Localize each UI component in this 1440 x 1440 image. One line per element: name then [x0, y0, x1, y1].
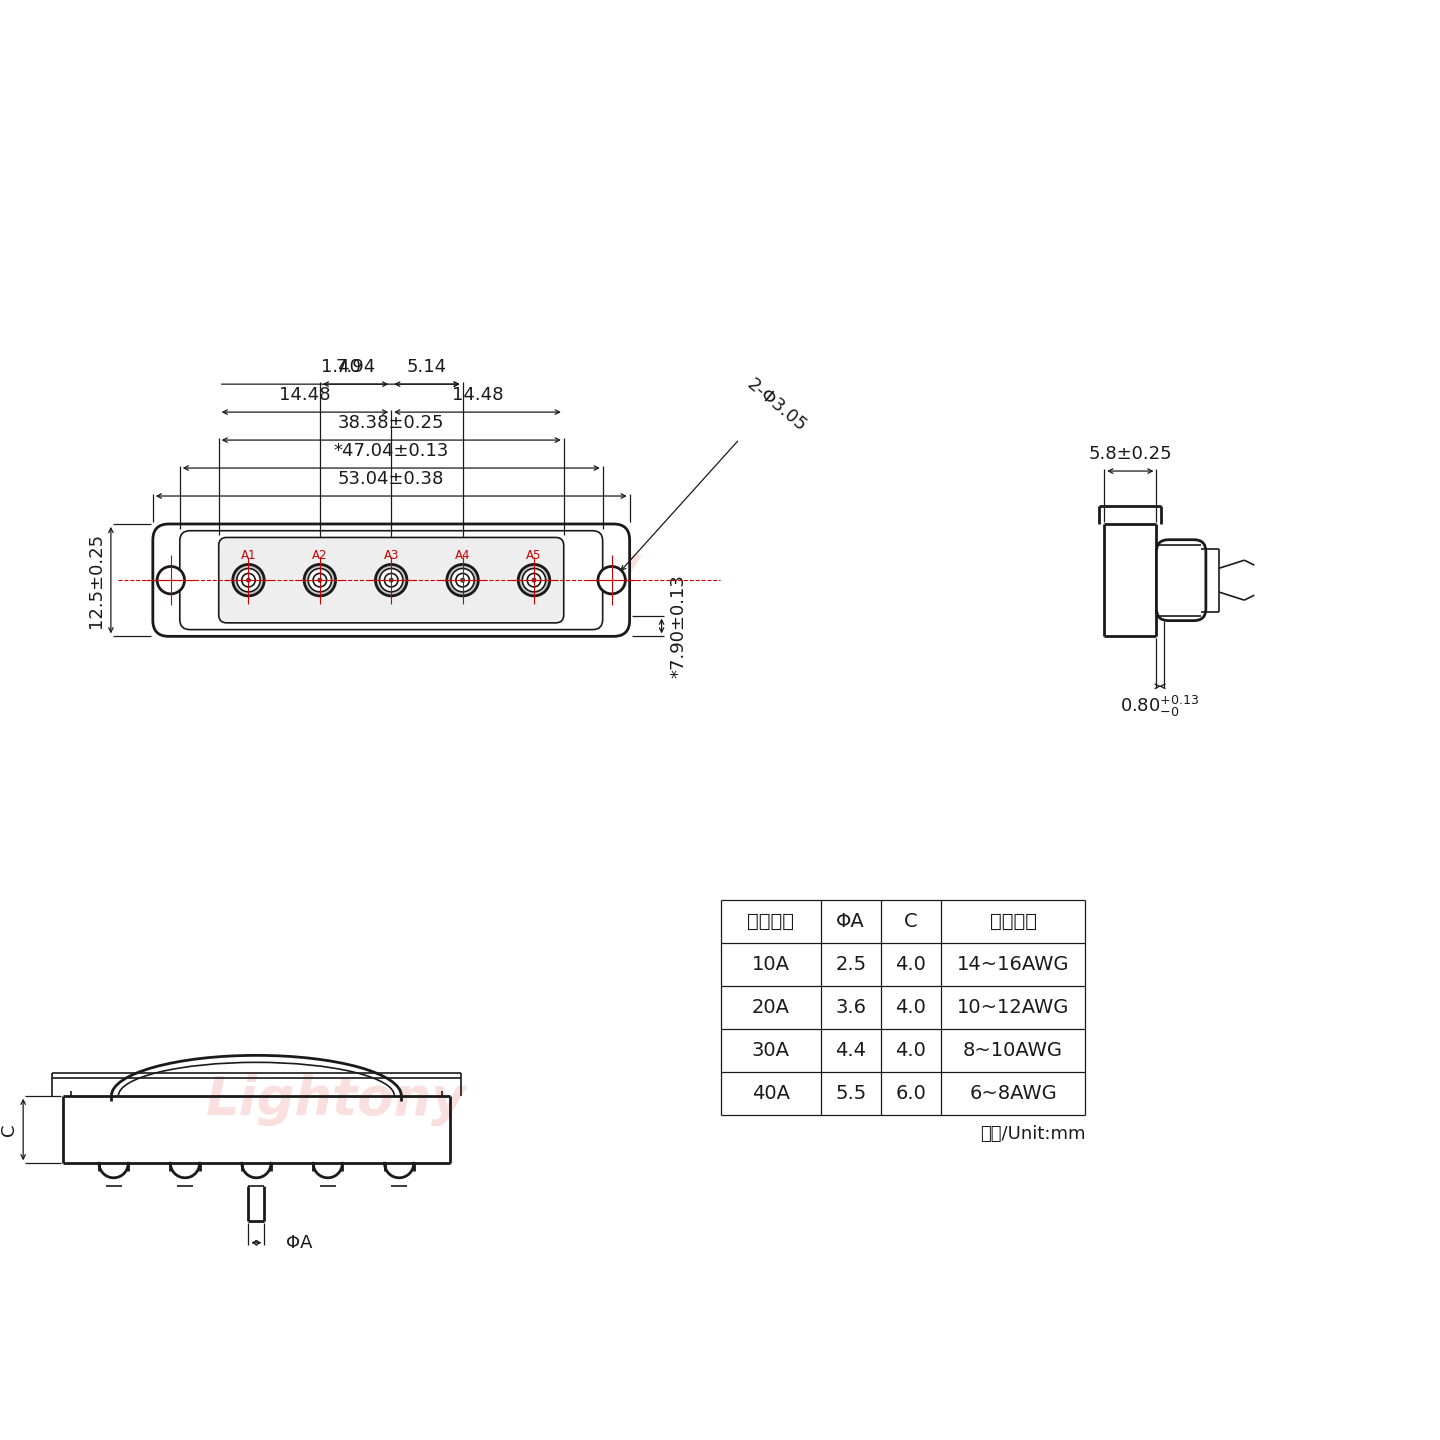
Circle shape: [312, 573, 327, 588]
Text: A1: A1: [240, 550, 256, 563]
Text: 14.48: 14.48: [279, 386, 331, 405]
FancyBboxPatch shape: [1156, 540, 1205, 621]
Text: 4.0: 4.0: [896, 1041, 926, 1060]
Text: 14~16AWG: 14~16AWG: [956, 955, 1070, 973]
Circle shape: [446, 564, 478, 596]
Text: C: C: [904, 912, 917, 930]
Text: 8~10AWG: 8~10AWG: [963, 1041, 1063, 1060]
Text: 6.0: 6.0: [896, 1083, 926, 1103]
Circle shape: [384, 573, 397, 588]
Circle shape: [531, 577, 536, 582]
Text: 10A: 10A: [752, 955, 789, 973]
Circle shape: [518, 564, 550, 596]
Text: Lightony: Lightony: [262, 537, 639, 612]
Circle shape: [461, 577, 465, 582]
Circle shape: [246, 577, 251, 582]
Text: 4.4: 4.4: [835, 1041, 867, 1060]
Text: 6~8AWG: 6~8AWG: [969, 1083, 1057, 1103]
Text: 30A: 30A: [752, 1041, 789, 1060]
Text: 14.48: 14.48: [452, 386, 503, 405]
Circle shape: [456, 573, 469, 588]
Circle shape: [527, 573, 541, 588]
Text: 4.0: 4.0: [896, 998, 926, 1017]
Circle shape: [389, 577, 393, 582]
FancyBboxPatch shape: [219, 537, 563, 624]
Text: 7.94: 7.94: [336, 359, 376, 376]
Text: 3.6: 3.6: [835, 998, 867, 1017]
Circle shape: [242, 573, 255, 588]
Text: 40A: 40A: [752, 1083, 789, 1103]
Text: 5.5: 5.5: [835, 1083, 867, 1103]
Circle shape: [523, 569, 546, 592]
Text: C: C: [0, 1123, 19, 1136]
Circle shape: [233, 564, 264, 596]
Text: 4.0: 4.0: [896, 955, 926, 973]
Circle shape: [318, 577, 323, 582]
Text: ΦA: ΦA: [837, 912, 865, 930]
Circle shape: [451, 569, 474, 592]
Text: 12.5±0.25: 12.5±0.25: [86, 533, 105, 628]
Text: 53.04±0.38: 53.04±0.38: [338, 469, 445, 488]
Circle shape: [380, 569, 403, 592]
Text: A5: A5: [526, 550, 541, 563]
FancyBboxPatch shape: [153, 524, 629, 636]
Text: *47.04±0.13: *47.04±0.13: [334, 442, 449, 459]
Text: 5.14: 5.14: [408, 359, 446, 376]
Text: 5.8±0.25: 5.8±0.25: [1089, 445, 1172, 464]
Circle shape: [308, 569, 331, 592]
Text: ΦA: ΦA: [287, 1234, 312, 1251]
Circle shape: [157, 566, 184, 593]
Circle shape: [304, 564, 336, 596]
Text: 线材规格: 线材规格: [989, 912, 1037, 930]
Text: 10~12AWG: 10~12AWG: [956, 998, 1068, 1017]
Circle shape: [376, 564, 408, 596]
Circle shape: [598, 566, 625, 593]
Text: A2: A2: [312, 550, 328, 563]
Text: 额定电流: 额定电流: [747, 912, 795, 930]
Text: 1.40: 1.40: [321, 359, 360, 376]
Text: 单位/Unit:mm: 单位/Unit:mm: [979, 1125, 1086, 1142]
Text: 20A: 20A: [752, 998, 789, 1017]
Text: *7.90±0.13: *7.90±0.13: [670, 575, 687, 678]
Circle shape: [236, 569, 261, 592]
Text: 2.5: 2.5: [835, 955, 867, 973]
Text: Lightony: Lightony: [206, 1074, 467, 1126]
Text: A3: A3: [383, 550, 399, 563]
Text: A4: A4: [455, 550, 471, 563]
Text: 2-Φ3.05: 2-Φ3.05: [743, 374, 811, 435]
Text: $0.80^{+0.13}_{-0}$: $0.80^{+0.13}_{-0}$: [1120, 694, 1200, 720]
Text: 38.38±0.25: 38.38±0.25: [338, 415, 445, 432]
